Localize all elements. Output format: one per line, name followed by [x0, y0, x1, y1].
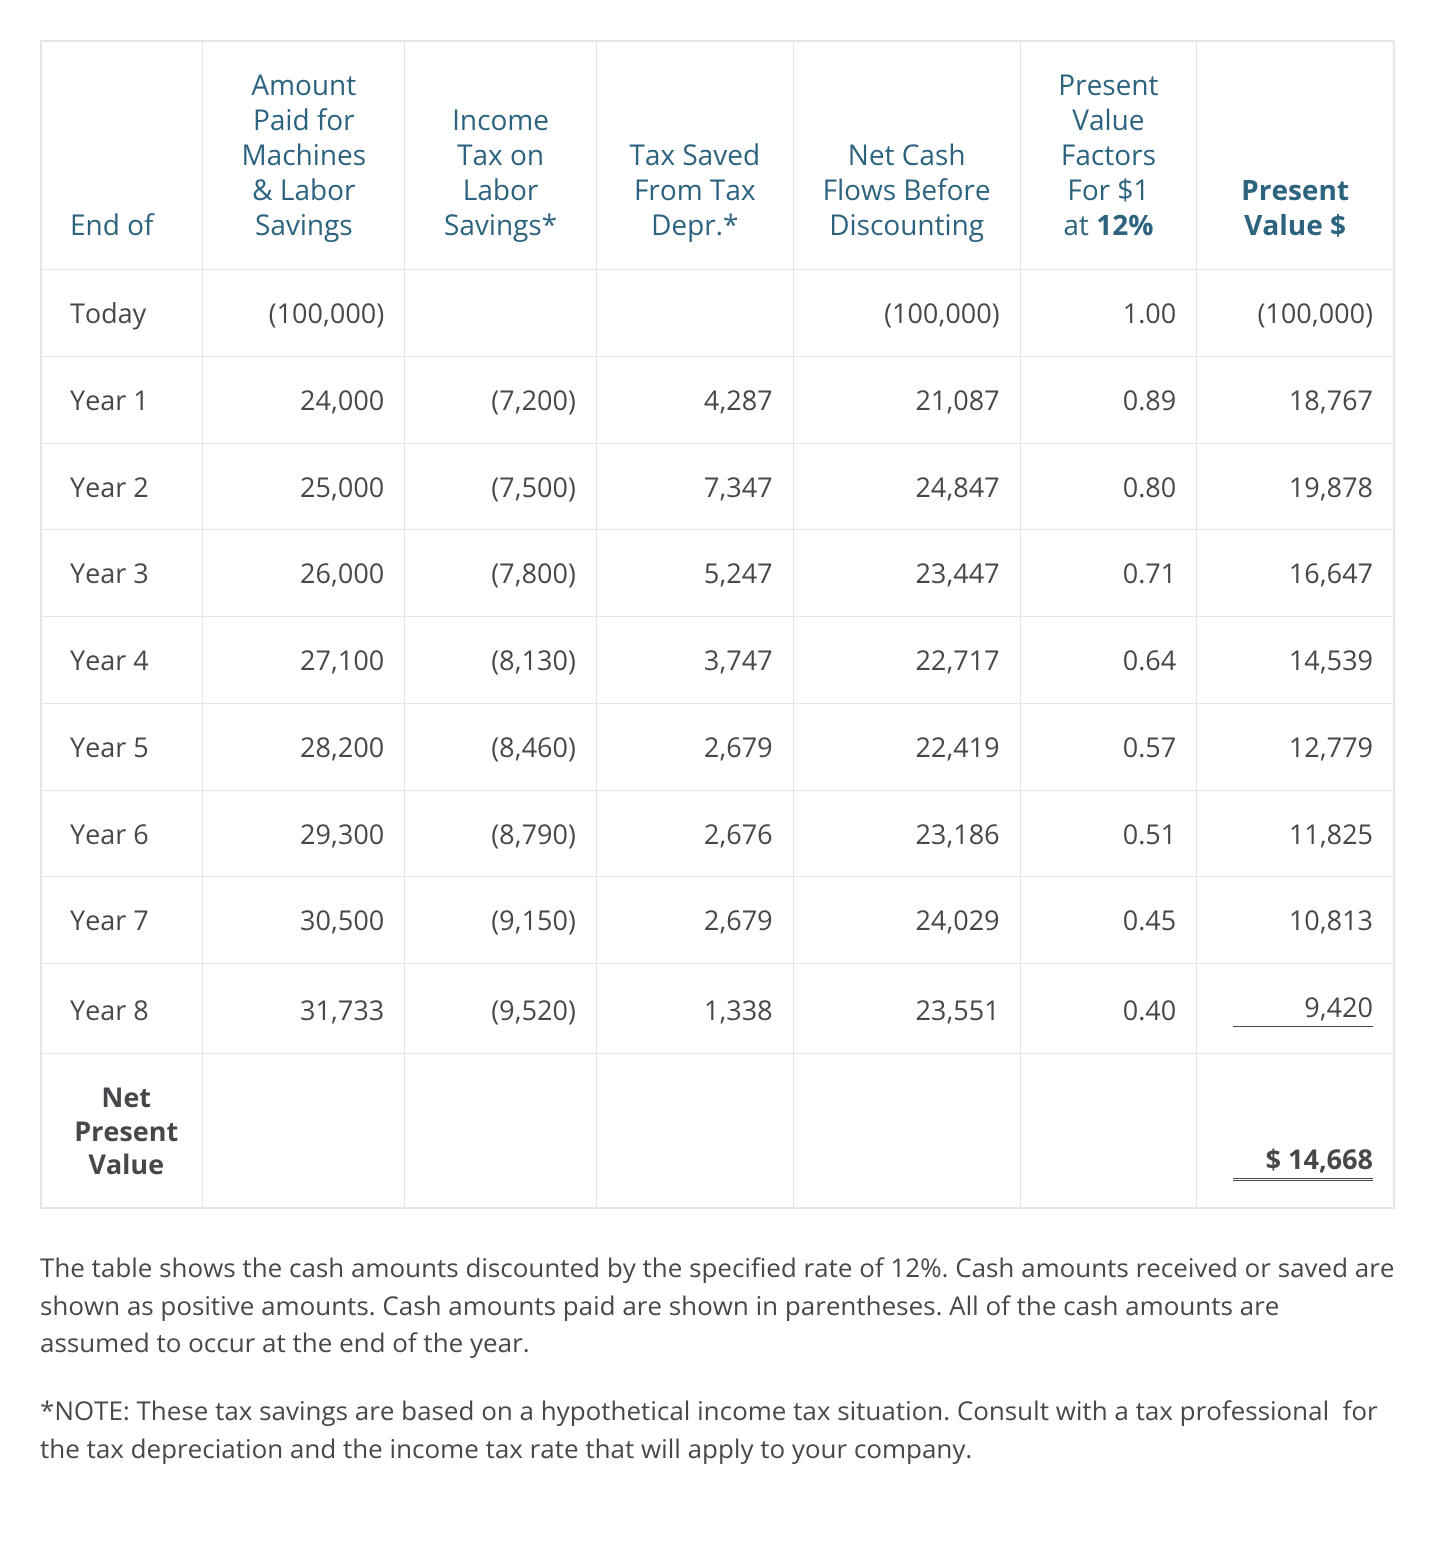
cell-pv: (100,000)	[1197, 270, 1394, 357]
cell-pv: 14,539	[1197, 617, 1394, 704]
empty-cell	[793, 1053, 1020, 1207]
cell-tax_saved: 1,338	[596, 964, 793, 1054]
table-row: Year 730,500(9,150)2,67924,0290.4510,813	[42, 877, 1394, 964]
cell-amount: 26,000	[203, 530, 405, 617]
cell-netcash: 24,029	[793, 877, 1020, 964]
cell-amount: 27,100	[203, 617, 405, 704]
cell-netcash: (100,000)	[793, 270, 1020, 357]
cell-pv: 12,779	[1197, 703, 1394, 790]
col-header-netcash: Net CashFlows BeforeDiscounting	[793, 42, 1020, 270]
cell-netcash: 23,447	[793, 530, 1020, 617]
col-header-tax_on: IncomeTax onLaborSavings*	[405, 42, 597, 270]
cell-amount: 25,000	[203, 443, 405, 530]
cell-tax_saved: 7,347	[596, 443, 793, 530]
npv-total-value: $ 14,668	[1197, 1053, 1394, 1207]
cell-amount: 24,000	[203, 356, 405, 443]
cell-pvfactor: 0.64	[1020, 617, 1197, 704]
cell-tax_saved: 4,287	[596, 356, 793, 443]
cell-endof: Year 1	[42, 356, 203, 443]
cell-netcash: 23,551	[793, 964, 1020, 1054]
cell-pv: 10,813	[1197, 877, 1394, 964]
cell-tax_on: (7,200)	[405, 356, 597, 443]
cell-amount: 29,300	[203, 790, 405, 877]
cell-tax_saved: 2,679	[596, 877, 793, 964]
npv-total-row: NetPresentValue $ 14,668	[42, 1053, 1394, 1207]
cell-netcash: 21,087	[793, 356, 1020, 443]
table-header-row: End ofAmountPaid forMachines& LaborSavin…	[42, 42, 1394, 270]
cell-tax_on: (8,460)	[405, 703, 597, 790]
cell-pv: 11,825	[1197, 790, 1394, 877]
cell-pvfactor: 0.40	[1020, 964, 1197, 1054]
table-row: Year 831,733(9,520)1,33823,5510.409,420	[42, 964, 1394, 1054]
cell-netcash: 22,419	[793, 703, 1020, 790]
cell-endof: Year 5	[42, 703, 203, 790]
cell-pv: 19,878	[1197, 443, 1394, 530]
cell-pv: 16,647	[1197, 530, 1394, 617]
cell-pv: 9,420	[1197, 964, 1394, 1054]
col-header-tax_saved: Tax SavedFrom TaxDepr.*	[596, 42, 793, 270]
cell-tax_on: (7,500)	[405, 443, 597, 530]
col-header-pvfactor: PresentValueFactorsFor $1at 12%	[1020, 42, 1197, 270]
cell-netcash: 22,717	[793, 617, 1020, 704]
cell-tax_on: (9,520)	[405, 964, 597, 1054]
col-header-pv: PresentValue $	[1197, 42, 1394, 270]
empty-cell	[596, 1053, 793, 1207]
col-header-amount: AmountPaid forMachines& LaborSavings	[203, 42, 405, 270]
cell-endof: Year 3	[42, 530, 203, 617]
cell-tax_saved: 2,676	[596, 790, 793, 877]
empty-cell	[1020, 1053, 1197, 1207]
empty-cell	[405, 1053, 597, 1207]
cell-tax_saved	[596, 270, 793, 357]
cell-amount: 28,200	[203, 703, 405, 790]
table-row: Today(100,000)(100,000)1.00(100,000)	[42, 270, 1394, 357]
cell-endof: Year 6	[42, 790, 203, 877]
cell-netcash: 23,186	[793, 790, 1020, 877]
cell-endof: Year 2	[42, 443, 203, 530]
cell-amount: (100,000)	[203, 270, 405, 357]
cell-tax_on	[405, 270, 597, 357]
cell-tax_on: (8,130)	[405, 617, 597, 704]
cell-pvfactor: 0.45	[1020, 877, 1197, 964]
cell-amount: 30,500	[203, 877, 405, 964]
table-row: Year 326,000(7,800)5,24723,4470.7116,647	[42, 530, 1394, 617]
table-row: Year 528,200(8,460)2,67922,4190.5712,779	[42, 703, 1394, 790]
empty-cell	[203, 1053, 405, 1207]
npv-table-container: End ofAmountPaid forMachines& LaborSavin…	[40, 40, 1395, 1209]
cell-endof: Year 4	[42, 617, 203, 704]
cell-tax_saved: 2,679	[596, 703, 793, 790]
cell-tax_saved: 5,247	[596, 530, 793, 617]
cell-tax_on: (7,800)	[405, 530, 597, 617]
cell-endof: Today	[42, 270, 203, 357]
col-header-endof: End of	[42, 42, 203, 270]
cell-pvfactor: 0.89	[1020, 356, 1197, 443]
table-row: Year 427,100(8,130)3,74722,7170.6414,539	[42, 617, 1394, 704]
cell-tax_on: (9,150)	[405, 877, 597, 964]
cell-endof: Year 8	[42, 964, 203, 1054]
cell-pv: 18,767	[1197, 356, 1394, 443]
cell-pvfactor: 1.00	[1020, 270, 1197, 357]
cell-netcash: 24,847	[793, 443, 1020, 530]
table-row: Year 225,000(7,500)7,34724,8470.8019,878	[42, 443, 1394, 530]
npv-total-label: NetPresentValue	[42, 1053, 203, 1207]
cell-pvfactor: 0.80	[1020, 443, 1197, 530]
npv-table: End ofAmountPaid forMachines& LaborSavin…	[41, 41, 1394, 1208]
cell-pvfactor: 0.71	[1020, 530, 1197, 617]
table-row: Year 629,300(8,790)2,67623,1860.5111,825	[42, 790, 1394, 877]
cell-tax_on: (8,790)	[405, 790, 597, 877]
explanatory-paragraph: The table shows the cash amounts discoun…	[40, 1249, 1395, 1362]
table-row: Year 124,000(7,200)4,28721,0870.8918,767	[42, 356, 1394, 443]
tax-note-paragraph: *NOTE: These tax savings are based on a …	[40, 1392, 1395, 1467]
cell-pvfactor: 0.57	[1020, 703, 1197, 790]
cell-pvfactor: 0.51	[1020, 790, 1197, 877]
cell-amount: 31,733	[203, 964, 405, 1054]
cell-endof: Year 7	[42, 877, 203, 964]
cell-tax_saved: 3,747	[596, 617, 793, 704]
